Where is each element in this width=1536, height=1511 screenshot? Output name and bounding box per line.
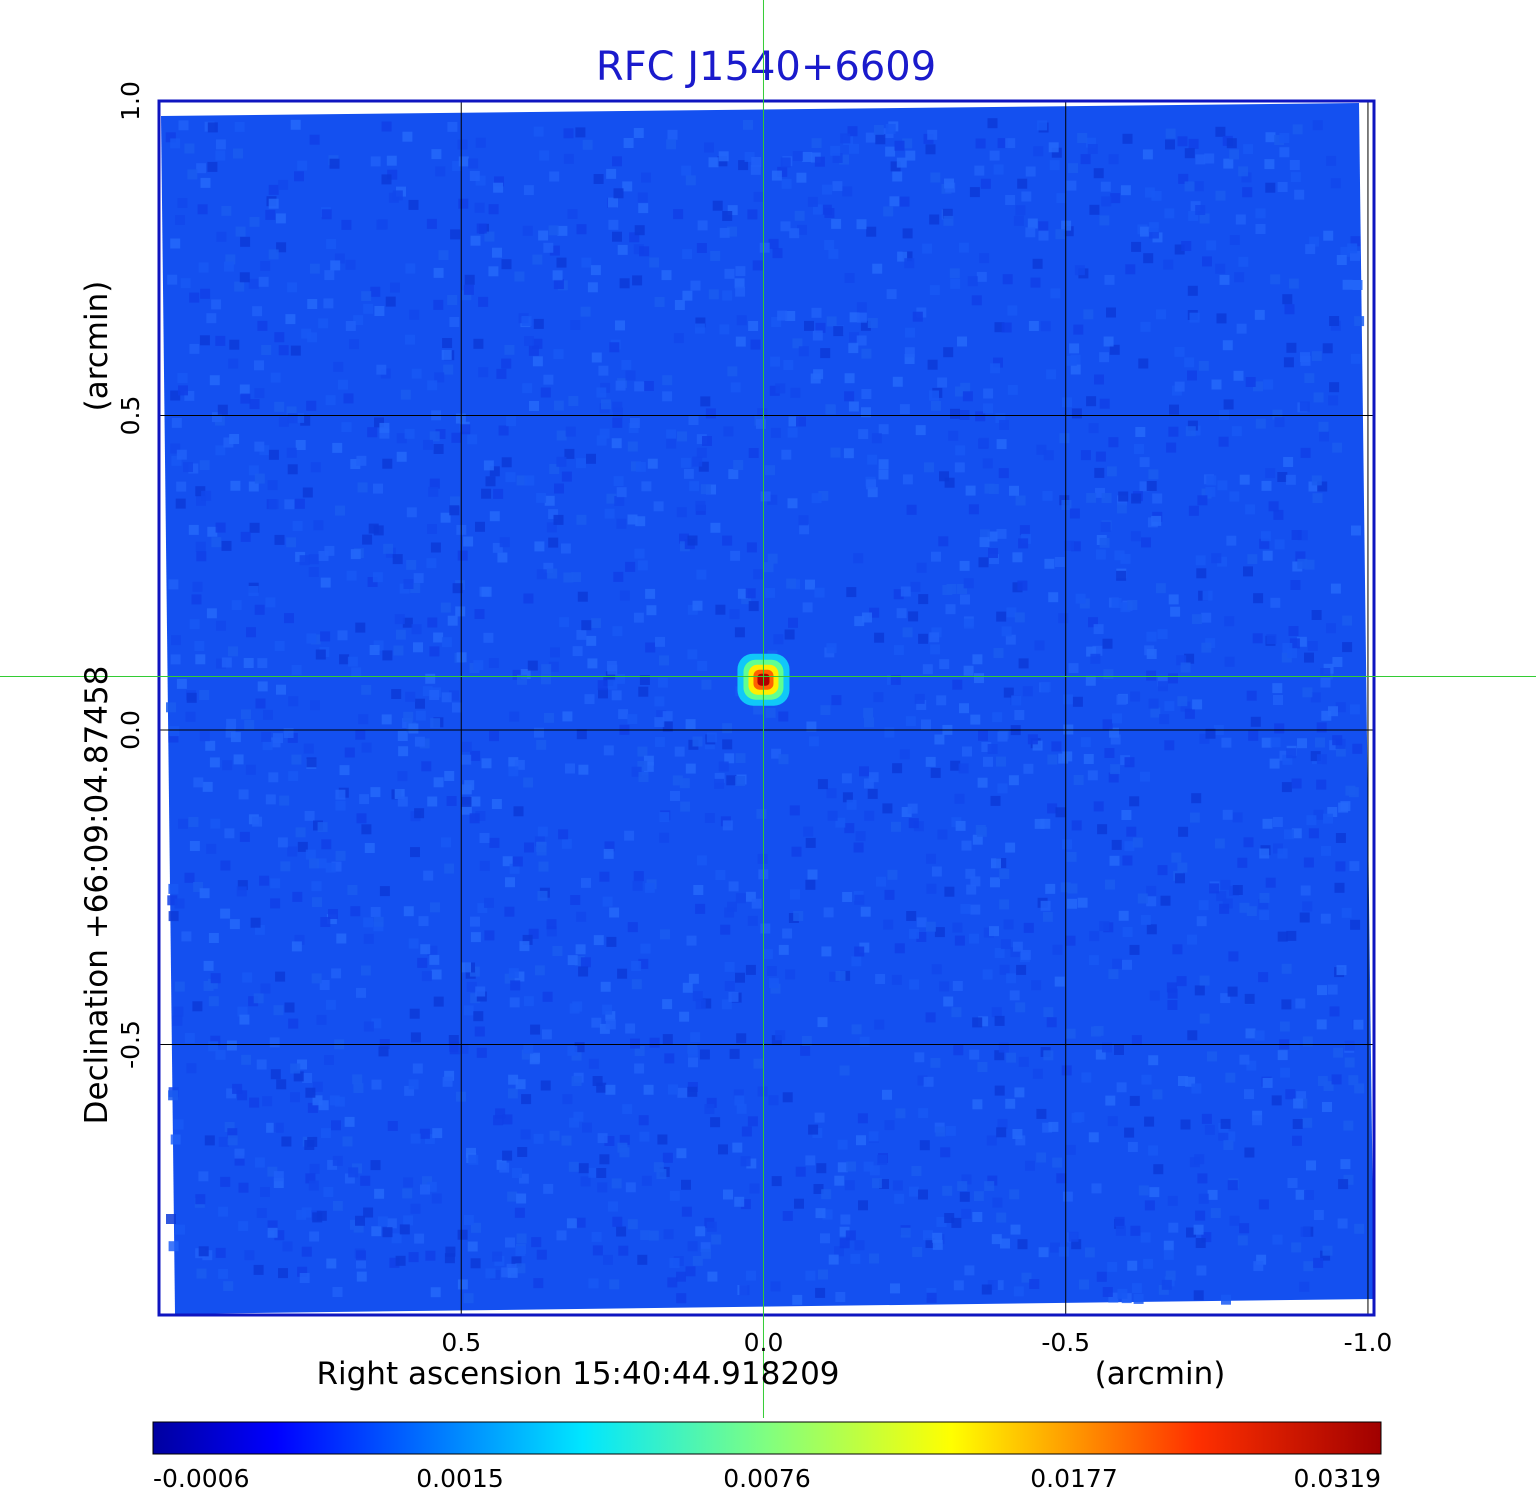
chart-title: RFC J1540+6609 xyxy=(596,44,936,90)
crosshair xyxy=(0,0,1536,1418)
y-axis-label: Declination +66:09:04.87458 xyxy=(79,666,115,1125)
colorbar-tick-label: 0.0015 xyxy=(416,1464,503,1493)
colorbar-tick-label: 0.0076 xyxy=(723,1464,810,1493)
x-axis-unit: (arcmin) xyxy=(1095,1356,1226,1392)
y-tick-labels: 1.0 0.5 0.0 -0.5 xyxy=(116,81,145,1069)
colorbar xyxy=(152,1421,1382,1455)
y-axis-unit: (arcmin) xyxy=(79,281,115,412)
x-axis-label: Right ascension 15:40:44.918209 xyxy=(316,1356,839,1392)
x-tick-label: -1.0 xyxy=(1344,1328,1393,1357)
x-tick-labels: 0.5 0.0 -0.5 -1.0 xyxy=(441,1328,1392,1357)
x-tick-label: 0.5 xyxy=(441,1328,481,1357)
colorbar-tick-labels: -0.0006 0.0015 0.0076 0.0177 0.0319 xyxy=(153,1464,1381,1493)
colorbar-tick-label: 0.0177 xyxy=(1030,1464,1117,1493)
y-tick-label: 1.0 xyxy=(116,81,145,121)
x-tick-label: 0.0 xyxy=(744,1328,784,1357)
colorbar-tick-label: 0.0319 xyxy=(1294,1464,1381,1493)
y-tick-label: 0.0 xyxy=(116,710,145,750)
colorbar-tick-label: -0.0006 xyxy=(153,1464,250,1493)
x-tick-label: -0.5 xyxy=(1041,1328,1090,1357)
y-tick-label: -0.5 xyxy=(116,1020,145,1069)
y-tick-label: 0.5 xyxy=(116,396,145,436)
map-noise-pixels xyxy=(165,118,1365,1305)
plot-frame xyxy=(157,99,1376,1317)
